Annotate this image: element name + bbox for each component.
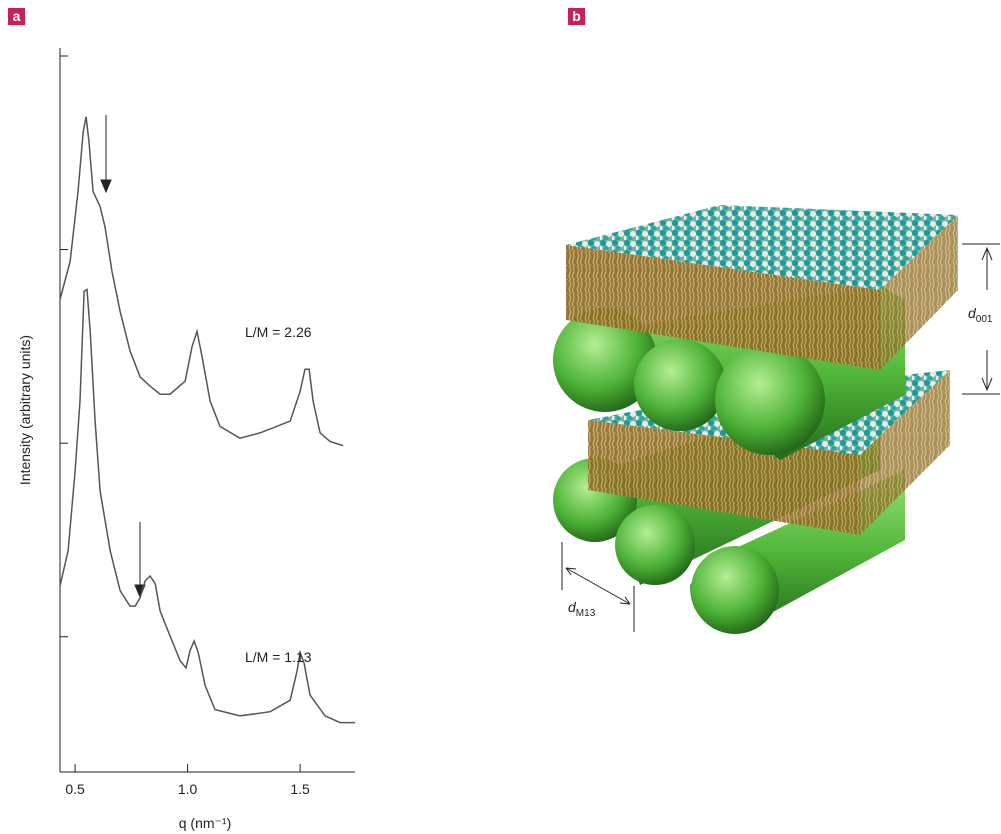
panel-label: b (572, 8, 581, 24)
figure: a b Intensity (arbitrary units) q (nm⁻¹)… (0, 0, 1001, 834)
panel-label: a (13, 8, 21, 24)
x-tick-label: 1.0 (178, 781, 198, 797)
cylinder-end (634, 339, 726, 431)
dimension-label: dM13 (568, 599, 596, 619)
illustration-b: d001 dM13 (553, 205, 1000, 634)
cylinder-end (615, 505, 695, 585)
panel-a-label: a (8, 8, 25, 25)
subscript: M13 (576, 608, 596, 619)
cylinder-end (715, 345, 825, 455)
series-label: L/M = 1.13 (245, 649, 312, 665)
x-axis-label: q (nm⁻¹) (179, 815, 232, 831)
y-axis-label: Intensity (arbitrary units) (17, 335, 33, 485)
line (60, 117, 343, 446)
plot-a: Intensity (arbitrary units) q (nm⁻¹) 0.5… (17, 48, 355, 831)
series-label: L/M = 2.26 (245, 324, 312, 340)
x-tick-label: 0.5 (65, 781, 85, 797)
dimension-label: d001 (968, 305, 993, 325)
panel-b-label: b (568, 8, 585, 25)
cylinder-end (691, 546, 779, 634)
subscript: 001 (976, 314, 993, 325)
x-tick-label: 1.5 (290, 781, 310, 797)
arrow (101, 115, 111, 192)
